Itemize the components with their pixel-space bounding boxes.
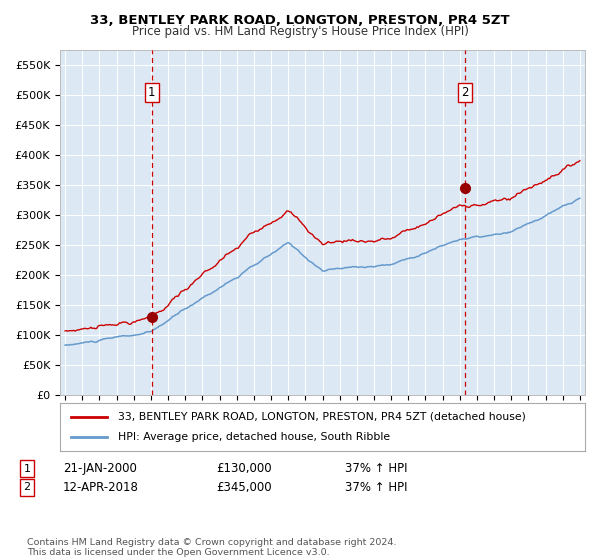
- Text: Contains HM Land Registry data © Crown copyright and database right 2024.
This d: Contains HM Land Registry data © Crown c…: [27, 538, 397, 557]
- Text: 37% ↑ HPI: 37% ↑ HPI: [345, 462, 407, 475]
- Text: HPI: Average price, detached house, South Ribble: HPI: Average price, detached house, Sout…: [118, 432, 390, 442]
- Text: 33, BENTLEY PARK ROAD, LONGTON, PRESTON, PR4 5ZT: 33, BENTLEY PARK ROAD, LONGTON, PRESTON,…: [90, 14, 510, 27]
- Text: 1: 1: [148, 86, 155, 99]
- Text: £345,000: £345,000: [216, 480, 272, 494]
- Text: 37% ↑ HPI: 37% ↑ HPI: [345, 480, 407, 494]
- Text: 1: 1: [23, 464, 31, 474]
- Text: 2: 2: [461, 86, 469, 99]
- Text: Price paid vs. HM Land Registry's House Price Index (HPI): Price paid vs. HM Land Registry's House …: [131, 25, 469, 38]
- Text: 12-APR-2018: 12-APR-2018: [63, 480, 139, 494]
- Text: 2: 2: [23, 482, 31, 492]
- Text: 21-JAN-2000: 21-JAN-2000: [63, 462, 137, 475]
- Text: 33, BENTLEY PARK ROAD, LONGTON, PRESTON, PR4 5ZT (detached house): 33, BENTLEY PARK ROAD, LONGTON, PRESTON,…: [118, 412, 526, 422]
- Text: £130,000: £130,000: [216, 462, 272, 475]
